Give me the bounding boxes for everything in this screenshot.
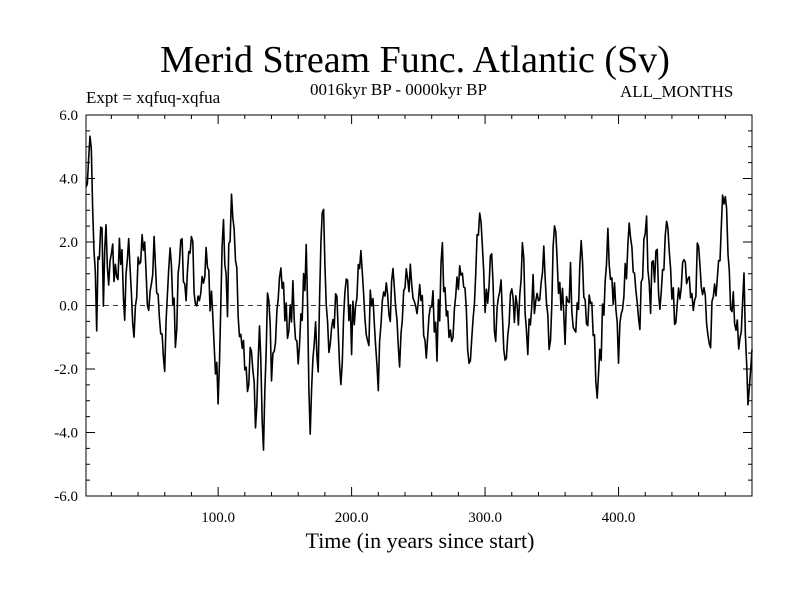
y-tick-label: 2.0 <box>59 235 78 251</box>
period-label: 0016kyr BP - 0000kyr BP <box>310 80 487 99</box>
x-tick-label: 300.0 <box>468 510 502 526</box>
x-tick-label: 200.0 <box>335 510 369 526</box>
chart-title: Merid Stream Func. Atlantic (Sv) <box>160 39 670 81</box>
plot-frame <box>85 114 753 497</box>
series-line-xqfuq-xqfua <box>85 135 753 451</box>
x-axis-label: Time (in years since start) <box>305 528 535 553</box>
y-tick-label: -4.0 <box>54 426 78 442</box>
y-tick-label: 6.0 <box>59 108 78 124</box>
months-label: ALL_MONTHS <box>620 82 734 101</box>
experiment-label: Expt = xqfuq-xqfua <box>86 88 221 107</box>
y-tick-label: -6.0 <box>54 489 78 505</box>
x-tick-label: 100.0 <box>201 510 235 526</box>
x-tick-label: 400.0 <box>602 510 636 526</box>
y-tick-label: 4.0 <box>59 172 78 188</box>
y-tick-label: 0.0 <box>59 299 78 315</box>
y-tick-label: -2.0 <box>54 362 78 378</box>
